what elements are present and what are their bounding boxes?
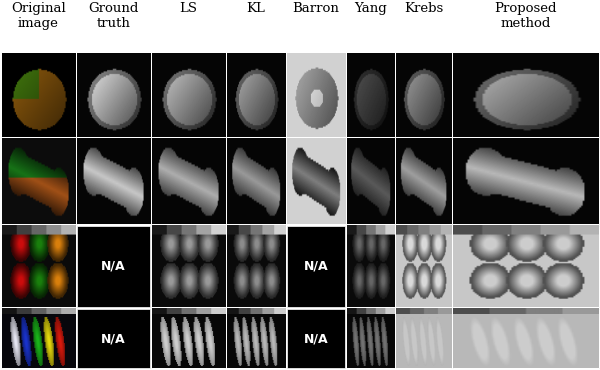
Bar	[77, 226, 150, 307]
Bar	[152, 139, 225, 224]
Bar	[396, 226, 451, 307]
Bar	[227, 54, 285, 137]
Bar	[227, 309, 285, 368]
Bar	[347, 309, 394, 368]
Bar	[77, 309, 150, 368]
Bar	[453, 226, 599, 307]
Text: Krebs: Krebs	[404, 2, 443, 15]
Text: Barron: Barron	[292, 2, 340, 15]
Text: Proposed
method: Proposed method	[494, 2, 557, 30]
Bar	[287, 309, 345, 368]
Bar	[227, 139, 285, 224]
Bar	[396, 54, 451, 137]
Bar	[396, 139, 451, 224]
Text: LS: LS	[179, 2, 197, 15]
Bar	[2, 139, 75, 224]
Bar	[347, 54, 394, 137]
Bar	[287, 226, 345, 307]
Text: Ground
truth: Ground truth	[88, 2, 139, 30]
Text: Yang: Yang	[354, 2, 387, 15]
Bar	[347, 226, 394, 307]
Bar	[2, 54, 75, 137]
Bar	[287, 54, 345, 137]
Bar	[77, 139, 150, 224]
Bar	[453, 139, 599, 224]
Bar	[152, 226, 225, 307]
Bar	[152, 309, 225, 368]
Text: KL: KL	[247, 2, 265, 15]
Text: Original
image: Original image	[11, 2, 66, 30]
Bar	[287, 309, 345, 368]
Bar	[287, 139, 345, 224]
Text: N/A: N/A	[304, 260, 328, 273]
Text: N/A: N/A	[304, 332, 328, 345]
Text: N/A: N/A	[101, 260, 126, 273]
Bar	[453, 54, 599, 137]
Bar	[2, 226, 75, 307]
Bar	[152, 54, 225, 137]
Bar	[347, 139, 394, 224]
Bar	[287, 139, 345, 224]
Bar	[287, 54, 345, 137]
Bar	[453, 309, 599, 368]
Bar	[396, 309, 451, 368]
Bar	[2, 309, 75, 368]
Bar	[77, 309, 150, 368]
Text: N/A: N/A	[101, 332, 126, 345]
Bar	[227, 226, 285, 307]
Bar	[77, 226, 150, 307]
Bar	[287, 226, 345, 307]
Bar	[77, 54, 150, 137]
